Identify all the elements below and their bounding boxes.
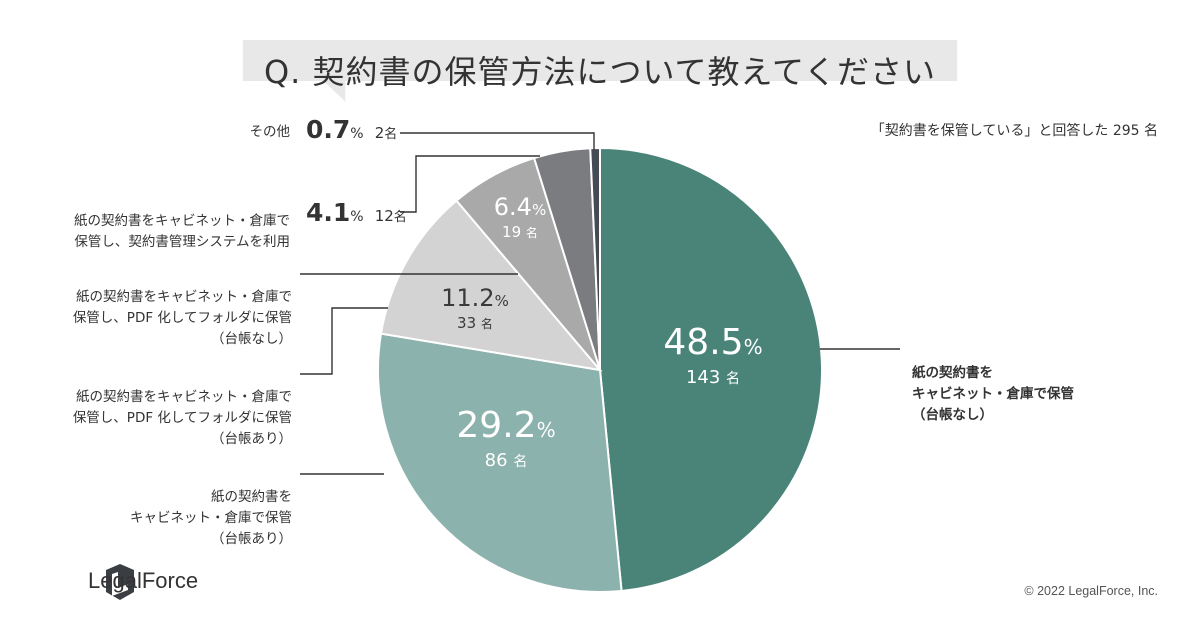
slice-other xyxy=(589,146,601,371)
slice-pdf-ledger xyxy=(379,199,603,372)
respondent-count: 「契約書を保管している」と回答した 295 名 xyxy=(870,123,1158,139)
slice-inner-paper-no-ledger: 48.5% 143 名 xyxy=(663,322,763,388)
leader-pdf-ledger xyxy=(300,307,388,375)
slice-label-pdf-no-ledger: 紙の契約書をキャビネット・倉庫で 保管し、PDF 化してフォルダに保管 （台帳な… xyxy=(72,289,292,347)
slice-stat-other: 0.7% 2名 xyxy=(306,115,398,144)
logo-text: LegalForce xyxy=(88,568,199,593)
slice-label-paper-no-ledger: 紙の契約書を キャビネット・倉庫で保管 （台帳なし） xyxy=(912,365,1074,423)
leader-system xyxy=(400,155,540,213)
slice-label-system: 紙の契約書をキャビネット・倉庫で 保管し、契約書管理システムを利用 xyxy=(74,213,290,250)
slice-inner-pdf-ledger: 11.2% 33 名 xyxy=(441,284,509,332)
chart-title: Q. 契約書の保管方法について教えてください xyxy=(263,53,936,91)
slice-inner-pdf-no-ledger: 6.4% 19 名 xyxy=(493,193,547,241)
slice-stat-system: 4.1% 12名 xyxy=(306,198,407,227)
legalforce-logo-icon xyxy=(106,564,134,600)
slice-label-paper-ledger: 紙の契約書を キャビネット・倉庫で保管 （台帳あり） xyxy=(130,489,292,547)
copyright: © 2022 LegalForce, Inc. xyxy=(1024,584,1158,598)
slice-paper-no-ledger xyxy=(599,146,823,593)
slice-label-other: その他 xyxy=(249,124,291,140)
slice-paper-ledger xyxy=(377,332,623,593)
title-banner xyxy=(242,40,958,102)
slice-inner-paper-ledger: 29.2% 86 名 xyxy=(456,405,556,471)
slice-label-pdf-ledger: 紙の契約書をキャビネット・倉庫で 保管し、PDF 化してフォルダに保管 （台帳あ… xyxy=(72,389,292,447)
leader-other xyxy=(400,132,595,150)
